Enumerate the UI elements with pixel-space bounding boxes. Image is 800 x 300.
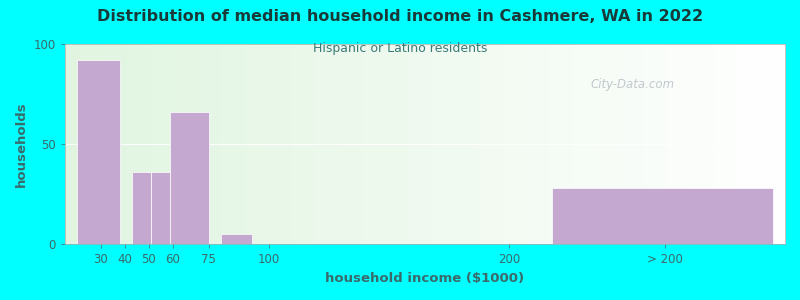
Y-axis label: households: households: [15, 101, 28, 187]
Bar: [221, 234, 252, 244]
Bar: [77, 60, 120, 244]
Bar: [151, 172, 170, 244]
Text: Hispanic or Latino residents: Hispanic or Latino residents: [313, 42, 487, 55]
X-axis label: household income ($1000): household income ($1000): [326, 272, 525, 285]
Bar: [552, 188, 773, 244]
Text: Distribution of median household income in Cashmere, WA in 2022: Distribution of median household income …: [97, 9, 703, 24]
Bar: [132, 172, 151, 244]
Bar: [170, 112, 209, 244]
Text: City-Data.com: City-Data.com: [590, 78, 674, 91]
